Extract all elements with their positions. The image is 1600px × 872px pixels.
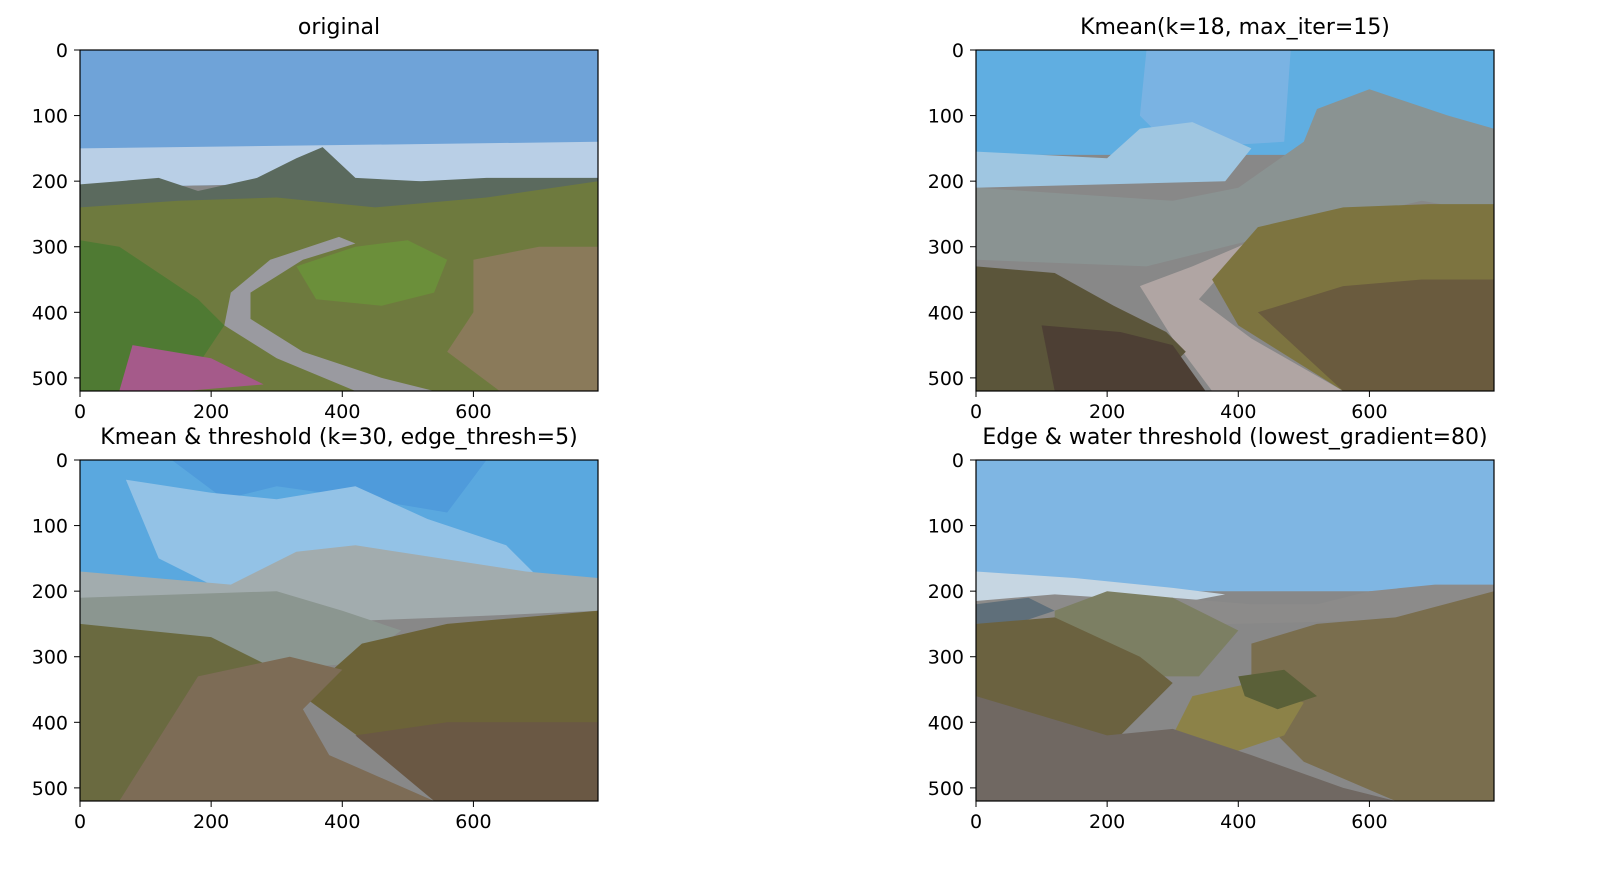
panel-title: original xyxy=(298,15,380,40)
y-tick-label: 0 xyxy=(56,450,68,472)
panel-edge-water-threshold: Edge & water threshold (lowest_gradient=… xyxy=(928,425,1495,833)
image-area xyxy=(976,50,1494,391)
image-region xyxy=(1257,279,1494,391)
image-area xyxy=(80,50,598,391)
image-region xyxy=(171,460,487,513)
x-tick-label: 400 xyxy=(324,401,360,423)
image-region xyxy=(976,460,1494,592)
x-tick-label: 600 xyxy=(455,401,491,423)
image-region xyxy=(296,240,448,306)
panel-title: Kmean(k=18, max_iter=15) xyxy=(1080,15,1390,40)
image-region xyxy=(80,240,225,391)
image-region xyxy=(355,722,598,801)
axes-frame xyxy=(79,49,599,392)
panel-title: Edge & water threshold (lowest_gradient=… xyxy=(982,425,1487,450)
x-tick-label: 0 xyxy=(74,811,86,833)
panel-original: original 0 200 400 600 0 100 200 300 400 500 xyxy=(32,15,599,423)
image-region xyxy=(119,656,435,801)
y-tick-label: 300 xyxy=(928,237,964,259)
y-tick-label: 300 xyxy=(32,237,68,259)
axes-frame xyxy=(975,459,1495,802)
y-tick-label: 300 xyxy=(32,647,68,669)
image-region xyxy=(224,236,435,391)
y-tick-label: 200 xyxy=(928,581,964,603)
y-tick-label: 100 xyxy=(928,516,964,538)
image-region xyxy=(1041,325,1206,391)
panel-kmean: Kmean(k=18, max_iter=15) 0 200 400 600 0 100 2… xyxy=(928,15,1495,423)
x-tick-label: 200 xyxy=(193,811,229,833)
y-tick-label: 500 xyxy=(32,368,68,390)
panel-title: Kmean & threshold (k=30, edge_thresh=5) xyxy=(100,425,577,450)
y-tick-label: 300 xyxy=(928,647,964,669)
x-tick-label: 200 xyxy=(193,401,229,423)
image-region xyxy=(1139,50,1291,149)
x-tick-label: 0 xyxy=(74,401,86,423)
y-tick-label: 400 xyxy=(928,302,964,324)
y-tick-label: 200 xyxy=(32,171,68,193)
x-tick-label: 400 xyxy=(324,811,360,833)
y-tick-label: 400 xyxy=(32,712,68,734)
y-tick-label: 0 xyxy=(56,40,68,62)
y-tick-label: 100 xyxy=(928,106,964,128)
x-tick-label: 600 xyxy=(1351,401,1387,423)
y-tick-label: 400 xyxy=(928,712,964,734)
x-tick-label: 600 xyxy=(455,811,491,833)
image-area xyxy=(80,460,598,801)
x-tick-label: 200 xyxy=(1089,811,1125,833)
image-region xyxy=(976,696,1396,801)
x-tick-label: 400 xyxy=(1220,811,1256,833)
y-tick-label: 500 xyxy=(928,778,964,800)
axes-frame xyxy=(79,459,599,802)
x-tick-label: 600 xyxy=(1351,811,1387,833)
image-region xyxy=(119,345,264,391)
x-tick-label: 0 xyxy=(970,401,982,423)
image-region xyxy=(976,89,1494,267)
y-tick-label: 0 xyxy=(952,450,964,472)
x-tick-label: 0 xyxy=(970,811,982,833)
image-region xyxy=(976,122,1252,188)
axes-frame xyxy=(975,49,1495,392)
image-region xyxy=(447,246,598,391)
x-tick-label: 400 xyxy=(1220,401,1256,423)
y-tick-label: 100 xyxy=(32,106,68,128)
y-tick-label: 500 xyxy=(32,778,68,800)
image-area xyxy=(976,460,1494,801)
image-region xyxy=(1238,669,1317,710)
x-tick-label: 200 xyxy=(1089,401,1125,423)
image-region xyxy=(976,597,1055,624)
image-region xyxy=(1139,240,1344,391)
image-region xyxy=(1251,591,1494,801)
y-tick-label: 200 xyxy=(32,581,68,603)
y-tick-label: 500 xyxy=(928,368,964,390)
y-tick-label: 400 xyxy=(32,302,68,324)
y-tick-label: 0 xyxy=(952,40,964,62)
y-tick-label: 100 xyxy=(32,516,68,538)
y-tick-label: 200 xyxy=(928,171,964,193)
panel-kmean-threshold: Kmean & threshold (k=30, edge_thresh=5) … xyxy=(32,425,599,833)
